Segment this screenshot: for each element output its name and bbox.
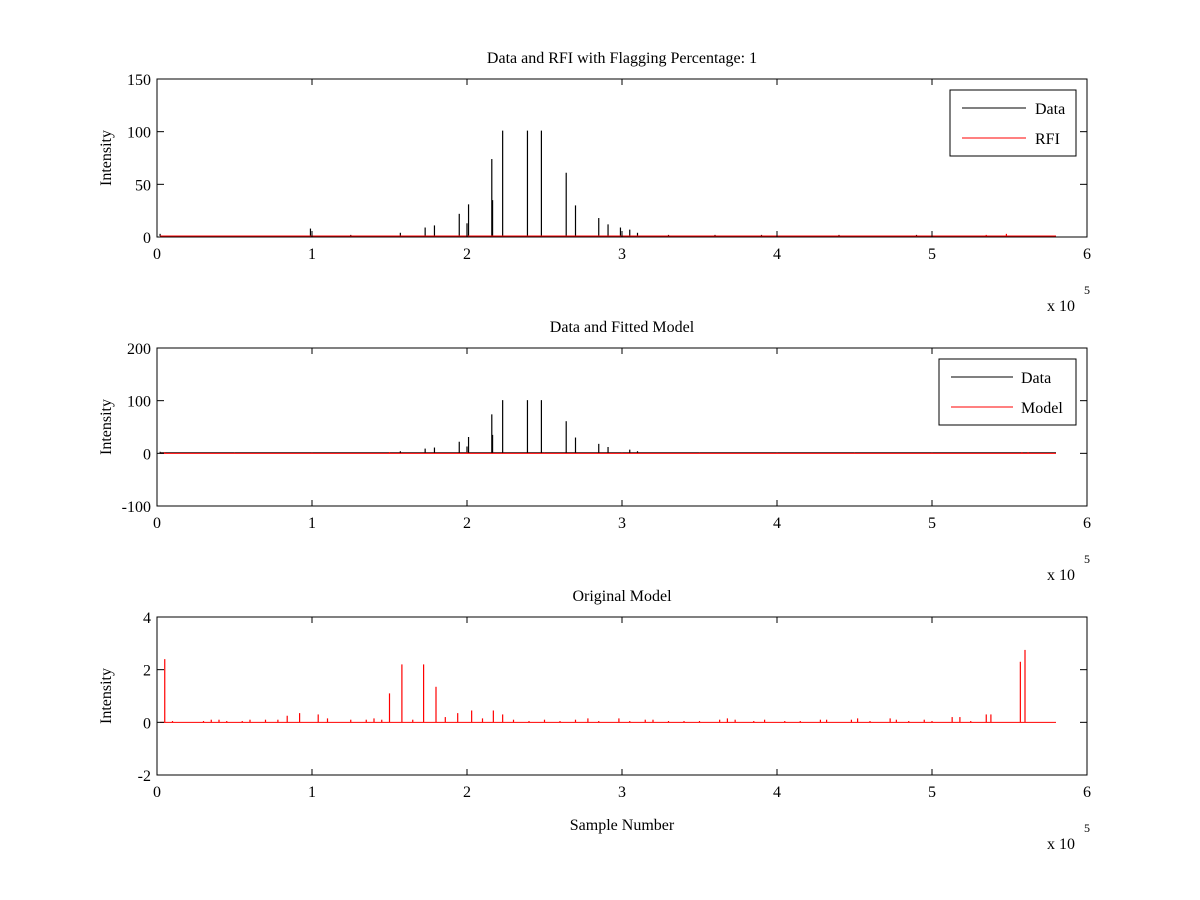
y-tick-label: -2 xyxy=(138,768,151,785)
x-multiplier-base: x 10 xyxy=(1047,298,1075,315)
x-tick-label: 5 xyxy=(928,246,936,263)
x-tick-label: 5 xyxy=(928,784,936,801)
x-tick-label: 4 xyxy=(773,246,781,263)
y-tick-label: 0 xyxy=(143,446,151,463)
x-tick-label: 6 xyxy=(1083,515,1091,532)
series-group xyxy=(160,649,1056,723)
legend-box xyxy=(938,358,1077,426)
x-tick-label: 1 xyxy=(308,784,316,801)
legend-label: RFI xyxy=(1035,131,1060,148)
y-axis-label: Intensity xyxy=(98,130,115,186)
x-multiplier-exponent: 5 xyxy=(1084,283,1090,297)
x-tick-label: 3 xyxy=(618,515,626,532)
x-tick-label: 0 xyxy=(153,515,161,532)
legend-label: Data xyxy=(1035,101,1065,118)
x-tick-label: 5 xyxy=(928,515,936,532)
plot-area xyxy=(156,347,1088,507)
x-multiplier-exponent: 5 xyxy=(1084,552,1090,566)
x-tick-label: 2 xyxy=(463,515,471,532)
chart-1: 0 1 2 3 4 5 6 0 50 100 150 Data and RFI with Flaggi… xyxy=(98,50,1091,315)
legend: Data Model xyxy=(938,358,1077,426)
y-axis-label: Intensity xyxy=(98,399,115,455)
y-tick-label: 100 xyxy=(127,125,151,142)
legend-label: Data xyxy=(1021,370,1051,387)
y-tick-label: 4 xyxy=(143,610,151,627)
chart-title: Data and RFI with Flagging Percentage: 1 xyxy=(487,50,757,67)
chart-title: Original Model xyxy=(572,588,672,605)
y-tick-label: 2 xyxy=(143,663,151,680)
x-tick-label: 3 xyxy=(618,246,626,263)
y-tick-label: 0 xyxy=(143,230,151,247)
x-tick-label: 6 xyxy=(1083,246,1091,263)
x-multiplier-base: x 10 xyxy=(1047,567,1075,584)
x-tick-label: 3 xyxy=(618,784,626,801)
plot-area xyxy=(156,78,1088,238)
y-tick-label: 100 xyxy=(127,394,151,411)
x-multiplier-exponent: 5 xyxy=(1084,821,1090,835)
series-group xyxy=(159,130,1056,237)
series-group xyxy=(159,400,1056,454)
x-tick-label: 1 xyxy=(308,246,316,263)
x-multiplier-base: x 10 xyxy=(1047,836,1075,853)
x-tick-label: 1 xyxy=(308,515,316,532)
y-tick-label: -100 xyxy=(122,499,151,516)
legend-box xyxy=(949,89,1077,157)
x-tick-label: 0 xyxy=(153,246,161,263)
x-tick-label: 6 xyxy=(1083,784,1091,801)
y-tick-label: 0 xyxy=(143,715,151,732)
y-tick-label: 200 xyxy=(127,341,151,358)
x-tick-label: 2 xyxy=(463,246,471,263)
x-tick-label: 4 xyxy=(773,515,781,532)
y-axis-label: Intensity xyxy=(98,668,115,724)
x-tick-label: 0 xyxy=(153,784,161,801)
x-tick-label: 4 xyxy=(773,784,781,801)
x-axis-label: Sample Number xyxy=(570,817,675,834)
x-tick-label: 2 xyxy=(463,784,471,801)
y-tick-label: 150 xyxy=(127,72,151,89)
chart-title: Data and Fitted Model xyxy=(550,319,695,336)
legend-label: Model xyxy=(1021,400,1063,417)
legend: Data RFI xyxy=(949,89,1077,157)
plot-area xyxy=(156,616,1088,776)
y-tick-label: 50 xyxy=(135,177,151,194)
